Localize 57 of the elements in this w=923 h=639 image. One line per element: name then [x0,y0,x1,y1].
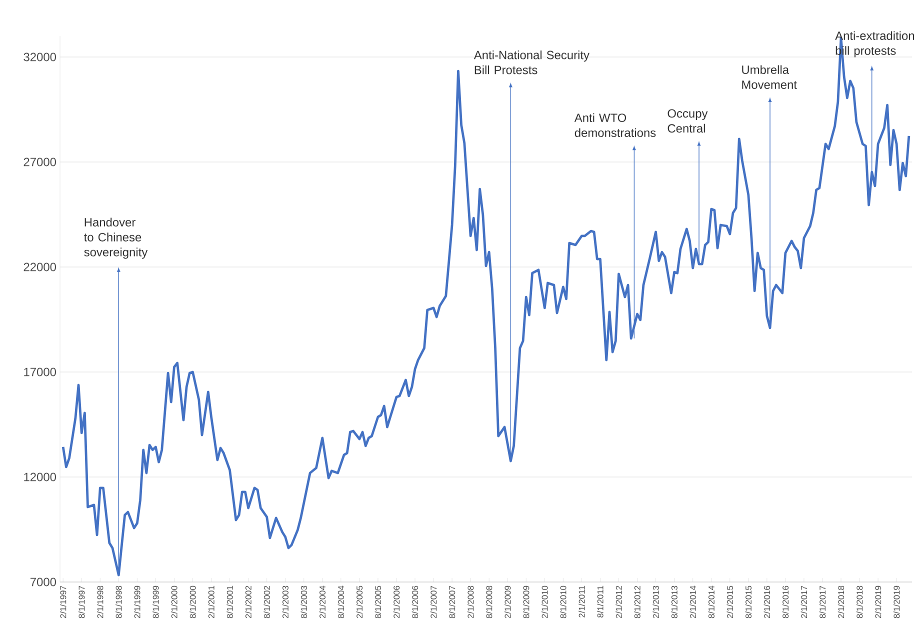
x-tick-label: 8/1/2004 [338,586,344,618]
x-tick-label: 8/1/2013 [671,586,678,618]
x-tick-label: 2/1/2013 [652,586,659,618]
x-tick-label: 8/1/2019 [893,586,900,618]
x-tick-label: 2/1/2008 [467,586,474,618]
x-tick-label: 8/1/2012 [634,586,640,618]
x-tick-label: 8/1/2003 [300,586,307,618]
x-tick-label: 8/1/2018 [856,586,863,618]
x-tick-label: 2/1/2015 [726,586,733,618]
x-tick-label: 2/1/2010 [542,586,548,618]
x-tick-label: 8/1/2010 [560,586,566,618]
y-tick-label: 7000 [30,578,56,586]
x-tick-label: 2/1/2009 [504,586,511,618]
x-tick-label: 2/1/2005 [356,586,363,618]
x-tick-label: 8/1/2001 [226,586,233,618]
y-tick-label: 17000 [24,368,56,376]
x-tick-label: 8/1/2000 [190,586,196,618]
x-tick-label: 2/1/2003 [282,586,288,618]
x-tick-label: 8/1/2008 [486,586,492,618]
x-tick-label: 8/1/2014 [708,586,714,618]
ref-line-label: Handover to Chinese sovereignity [84,218,148,259]
ref-line-label: Anti-National Security Bill Protests [474,50,590,74]
x-tick-label: 8/1/2011 [597,586,604,618]
ref-line-label: Occupy Central [668,109,708,133]
x-tick-label: 8/1/2015 [745,586,752,618]
x-tick-label: 2/1/2016 [764,586,770,618]
x-tick-label: 8/1/2007 [448,586,456,618]
x-tick-label: 2/1/2017 [800,586,808,618]
x-tick-label: 2/1/1997 [60,586,66,618]
x-tick-label: 2/1/2019 [874,586,882,618]
x-tick-label: 2/1/2018 [838,586,844,618]
x-tick-label: 8/1/1998 [116,586,122,618]
ref-line-label: Umbrella Movement [742,65,797,89]
x-tick-label: 2/1/2014 [690,586,696,618]
x-tick-label: 8/1/2006 [412,586,418,618]
x-tick-label: 8/1/1999 [152,586,159,618]
x-tick-label: 2/1/2001 [208,586,214,618]
x-tick-label: 2/1/2012 [616,586,622,618]
x-tick-label: 2/1/1998 [97,586,104,618]
x-tick-label: 2/1/2006 [393,586,400,618]
y-tick-label: 27000 [24,158,56,166]
x-tick-label: 2/1/2004 [319,586,326,618]
x-tick-label: 2/1/2007 [430,586,437,618]
x-tick-label: 8/1/2002 [264,586,270,618]
x-tick-label: 2/1/1999 [134,586,140,618]
ref-line-label: Anti WTO demonstrations [574,113,656,137]
x-tick-label: 2/1/2000 [171,586,178,618]
x-tick-label: 8/1/2005 [374,586,382,618]
x-tick-label: 2/1/2011 [578,586,585,618]
y-tick-label: 22000 [24,262,56,272]
x-tick-label: 8/1/1997 [78,586,85,618]
y-tick-label: 12000 [24,472,56,482]
x-tick-label: 8/1/2009 [523,586,530,618]
x-tick-label: 8/1/2016 [782,586,789,618]
x-tick-label: 8/1/2017 [819,586,826,618]
x-tick-label: 2/1/2002 [245,586,252,618]
y-tick-label: 32000 [24,52,56,62]
